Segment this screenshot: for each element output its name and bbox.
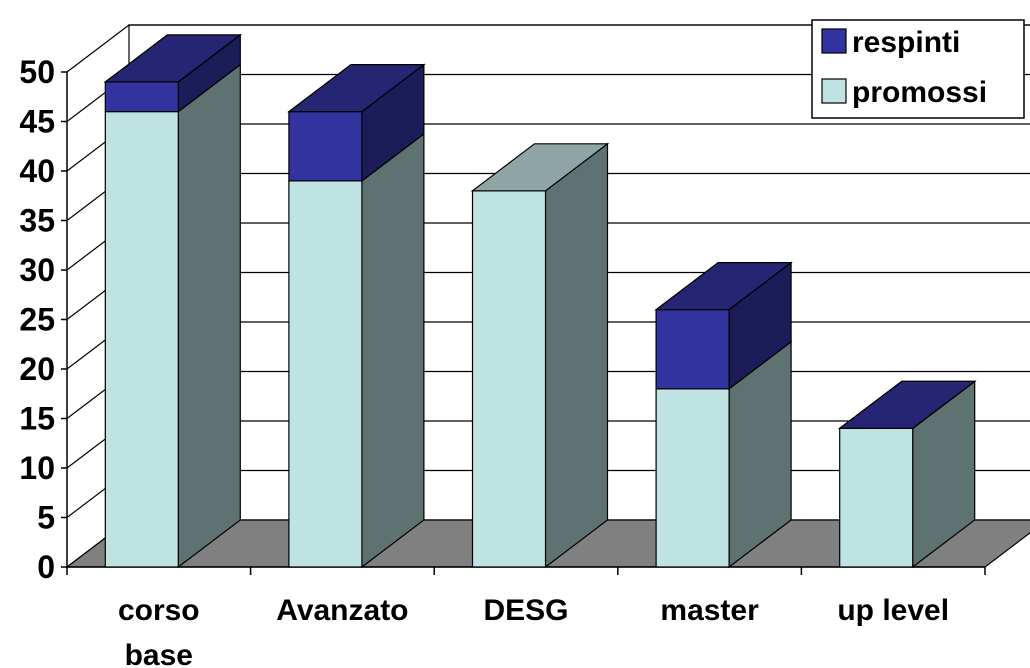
legend-label-promossi: promossi xyxy=(852,76,987,109)
bar-corso-base-promossi xyxy=(104,110,179,568)
y-tick-label-20: 20 xyxy=(19,351,55,387)
y-tick-label-35: 35 xyxy=(19,203,55,239)
x-label-up-level: up level xyxy=(837,594,949,627)
x-label-desg: DESG xyxy=(483,594,568,627)
legend-label-respinti: respinti xyxy=(852,26,960,59)
bar-up-level-promossi xyxy=(839,427,914,568)
bar-corso-base-respinti xyxy=(104,81,179,113)
y-tick-label-15: 15 xyxy=(19,401,55,437)
bar-stack-up-level xyxy=(837,380,977,569)
legend-swatch-promossi xyxy=(821,78,847,104)
bar-side-avanzato-promossi xyxy=(361,132,425,569)
bar-desg-promossi xyxy=(471,190,547,568)
bar-avanzato-respinti xyxy=(288,110,363,182)
bar-side-desg-promossi xyxy=(544,142,609,569)
y-tick-label-45: 45 xyxy=(19,104,55,140)
y-tick-label-10: 10 xyxy=(19,450,55,486)
legend-box xyxy=(811,19,1025,119)
bar-top-desg xyxy=(470,143,610,192)
bar-stack-desg xyxy=(470,142,610,569)
bar-top-corso-base xyxy=(103,34,243,83)
bar-stack-corso-base xyxy=(103,33,243,569)
x-label-line-up-level-0: up level xyxy=(837,594,949,627)
x-axis-labels: corso base Avanzato DESG master up level xyxy=(118,594,949,668)
x-label-line-master-0: master xyxy=(660,594,759,627)
x-label-master: master xyxy=(660,594,759,627)
bar-avanzato-promossi xyxy=(288,180,363,568)
y-axis-ticks: 0 5 10 15 20 25 30 35 40 45 50 xyxy=(19,54,67,585)
y-tick-label-30: 30 xyxy=(19,252,55,288)
x-label-line-corso-base-0: corso xyxy=(118,594,200,627)
bar-top-master xyxy=(654,262,793,311)
y-tick-label-5: 5 xyxy=(37,500,55,536)
x-label-corso-base: corso base xyxy=(118,594,200,668)
bar-master-respinti xyxy=(655,309,730,390)
bar-master-promossi xyxy=(655,388,730,568)
x-label-line-desg-0: DESG xyxy=(483,594,568,627)
bar-stack-avanzato xyxy=(287,63,426,569)
legend: respinti promossi xyxy=(811,19,1025,119)
bar-top-cap-up-level xyxy=(837,380,977,429)
bar-stack-master xyxy=(654,261,793,569)
legend-swatch-respinti xyxy=(821,28,847,54)
y-tick-label-25: 25 xyxy=(19,302,55,338)
bar-side-corso-base-promossi xyxy=(177,63,241,569)
bars xyxy=(103,33,977,569)
x-label-line-avanzato-0: Avanzato xyxy=(276,594,408,627)
y-tick-label-0: 0 xyxy=(37,549,55,585)
bar-top-avanzato xyxy=(287,63,426,113)
y-tick-label-40: 40 xyxy=(19,153,55,189)
y-tick-label-50: 50 xyxy=(19,54,55,90)
gridline-50 xyxy=(66,24,1030,73)
x-label-line-corso-base-1: base xyxy=(125,639,193,668)
x-label-avanzato: Avanzato xyxy=(276,594,408,627)
